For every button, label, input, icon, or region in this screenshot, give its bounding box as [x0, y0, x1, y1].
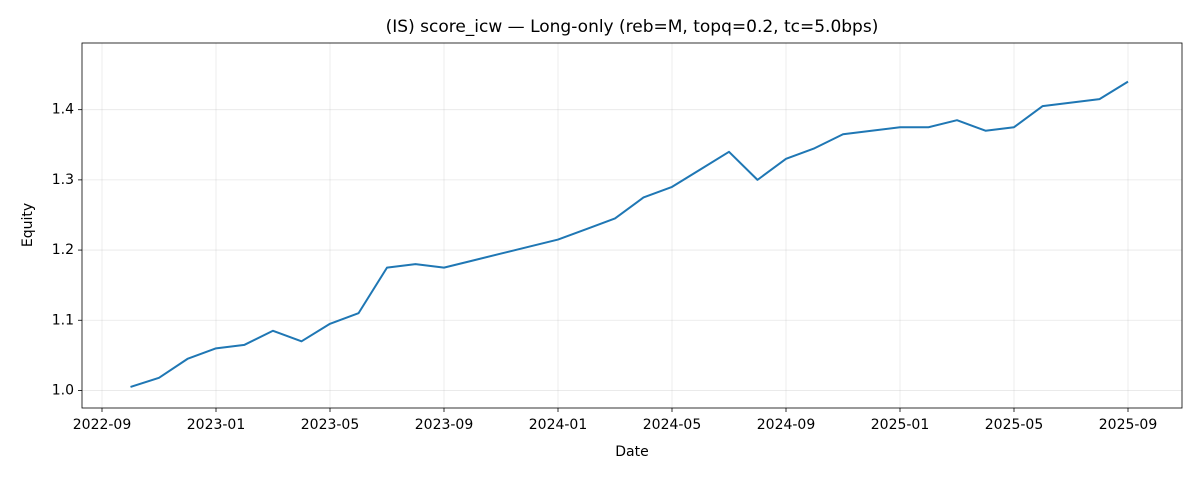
plot-area	[130, 80, 1129, 388]
x-tick-label: 2025-01	[871, 417, 930, 433]
data-line	[130, 80, 1129, 388]
y-tick-label: 1.3	[52, 172, 74, 188]
x-tick-label: 2022-09	[73, 417, 132, 433]
y-tick-label: 1.0	[52, 382, 74, 398]
y-axis-label: Equity	[20, 203, 36, 247]
x-tick-label: 2023-01	[187, 417, 246, 433]
x-tick-label: 2025-09	[1099, 417, 1158, 433]
axes-frame	[81, 42, 1183, 409]
x-tick-label: 2025-05	[985, 417, 1044, 433]
grid	[82, 43, 1182, 408]
y-tick-label: 1.4	[52, 102, 74, 118]
x-tick-label: 2024-05	[643, 417, 702, 433]
y-tick-label: 1.1	[52, 312, 74, 328]
x-tick-label: 2023-09	[415, 417, 474, 433]
x-tick-label: 2023-05	[301, 417, 360, 433]
y-tick-label: 1.2	[52, 242, 74, 258]
x-tick-label: 2024-09	[757, 417, 816, 433]
chart-title: (IS) score_icw — Long-only (reb=M, topq=…	[386, 17, 879, 37]
x-axis-label: Date	[615, 444, 648, 460]
x-tick-label: 2024-01	[529, 417, 588, 433]
